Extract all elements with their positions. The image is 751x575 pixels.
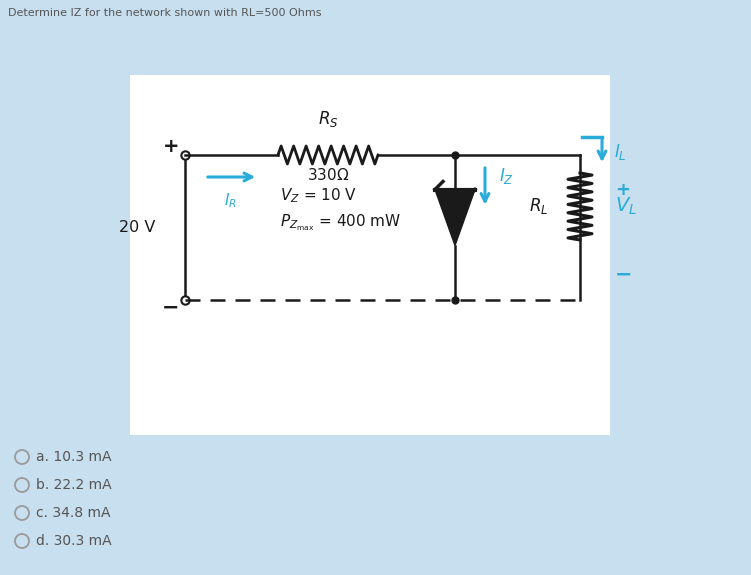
FancyBboxPatch shape [130,75,610,435]
Text: $I_Z$: $I_Z$ [499,166,514,186]
Text: c. 34.8 mA: c. 34.8 mA [36,506,110,520]
Text: +: + [163,137,179,156]
Text: a. 10.3 mA: a. 10.3 mA [36,450,111,464]
Text: 330$\Omega$: 330$\Omega$ [307,167,349,183]
Text: $I_L$: $I_L$ [614,142,626,162]
Text: $P_{Z_{\rm max}}$ = 400 mW: $P_{Z_{\rm max}}$ = 400 mW [280,212,402,233]
Text: Determine IZ for the network shown with RL=500 Ohms: Determine IZ for the network shown with … [8,8,321,18]
Text: −: − [162,298,179,318]
Text: $V_L$: $V_L$ [615,196,637,217]
Text: b. 22.2 mA: b. 22.2 mA [36,478,112,492]
Text: d. 30.3 mA: d. 30.3 mA [36,534,112,548]
Text: $V_Z$ = 10 V: $V_Z$ = 10 V [280,186,357,205]
Text: $I_R$: $I_R$ [224,191,237,210]
Text: $R_S$: $R_S$ [318,109,338,129]
Text: +: + [615,181,630,199]
Text: −: − [615,265,632,285]
Text: 20 V: 20 V [119,220,155,235]
Text: $R_L$: $R_L$ [529,197,548,217]
Polygon shape [435,190,475,246]
